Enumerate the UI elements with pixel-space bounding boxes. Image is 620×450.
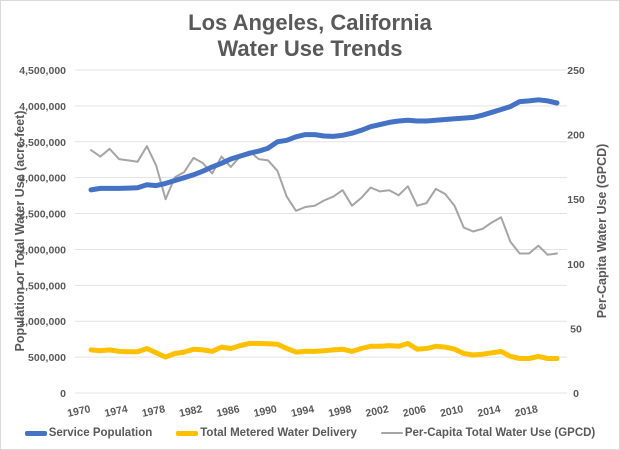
y2-axis-ticks: 0 50 100 150 200 250 [567, 65, 585, 400]
x-tick-label: 1982 [178, 403, 203, 420]
legend-swatch-gray [380, 432, 403, 434]
x-tick-label: 2010 [439, 403, 464, 420]
y-tick-label: 500,000 [28, 352, 66, 364]
y-tick-label: 2,000,000 [19, 244, 66, 256]
x-tick-label: 1974 [104, 403, 129, 420]
y-tick-label: 0 [60, 388, 66, 400]
x-tick-label: 2018 [514, 403, 539, 420]
y-tick-label: 1,500,000 [19, 280, 66, 292]
x-tick-label: 1970 [66, 403, 91, 420]
y-tick-label: 1,000,000 [19, 316, 66, 328]
y2-tick-label: 200 [567, 130, 585, 142]
y-axis-ticks: 0 500,000 1,000,000 1,500,000 2,000,000 2,500… [19, 65, 66, 400]
series-line-per-capita-total-water-use-gpcd [90, 145, 558, 256]
legend-item-total-metered: Total Metered Water Delivery [176, 427, 357, 439]
y2-tick-label: 50 [570, 323, 582, 335]
chart-title-line1: Los Angeles, California [188, 10, 432, 35]
series-lines [88, 97, 560, 361]
x-axis-ticks: 1970 1974 1978 1982 1986 1990 1994 1998 2002 2006… [66, 403, 539, 420]
y2-axis-title: Per-Capita Water Use (GPCD) [595, 144, 609, 319]
y2-tick-label: 0 [573, 388, 579, 400]
x-tick-label: 1986 [215, 403, 240, 420]
y2-tick-label: 100 [567, 259, 585, 271]
gridlines [75, 69, 567, 394]
series-line-total-metered-water-delivery [88, 341, 560, 361]
x-tick-label: 2006 [402, 403, 427, 420]
legend-item-per-capita: Per-Capita Total Water Use (GPCD) [380, 427, 596, 439]
legend-swatch-blue [24, 430, 47, 436]
chart-title-line2: Water Use Trends [217, 36, 403, 61]
legend-item-service-population: Service Population [24, 427, 153, 439]
legend: Service Population Total Metered Water D… [0, 427, 620, 439]
y-tick-label: 3,500,000 [19, 137, 66, 149]
legend-label: Service Population [48, 427, 153, 439]
y2-tick-label: 250 [567, 65, 585, 77]
legend-label: Per-Capita Total Water Use (GPCD) [404, 427, 596, 439]
y-tick-label: 3,000,000 [19, 173, 66, 185]
legend-label: Total Metered Water Delivery [200, 427, 357, 439]
x-tick-label: 1998 [327, 403, 352, 420]
y-tick-label: 4,500,000 [19, 65, 66, 77]
y-axis-title: Population or Total Water Use (acre-feet… [13, 110, 27, 351]
x-tick-label: 2002 [365, 403, 390, 420]
x-tick-label: 1994 [290, 403, 315, 420]
y-tick-label: 2,500,000 [19, 209, 66, 221]
x-tick-label: 1978 [141, 403, 166, 420]
x-tick-label: 2014 [476, 403, 501, 420]
y-tick-label: 4,000,000 [19, 101, 66, 113]
x-tick-label: 1990 [253, 403, 278, 420]
series-line-service-population [88, 97, 560, 193]
legend-swatch-yellow [176, 430, 199, 436]
y2-tick-label: 150 [567, 194, 585, 206]
